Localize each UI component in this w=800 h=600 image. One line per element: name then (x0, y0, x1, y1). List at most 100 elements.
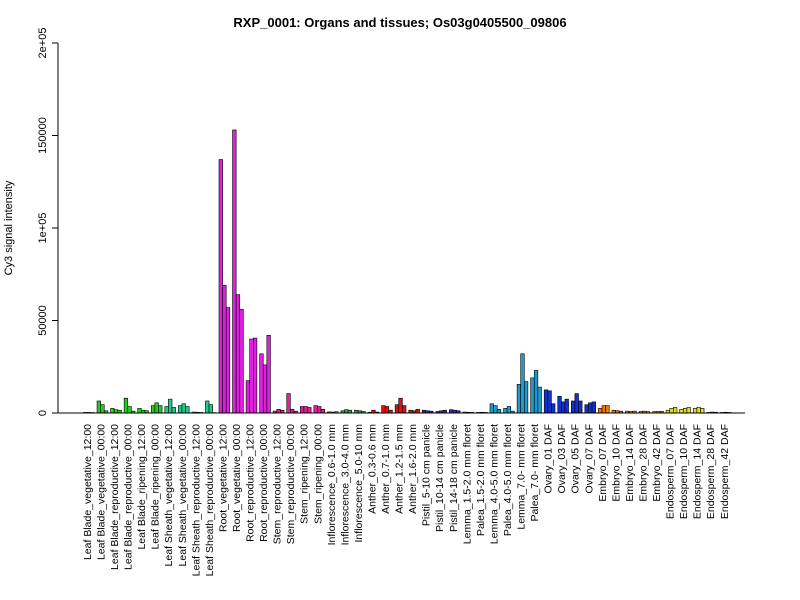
bar (682, 408, 688, 414)
category-labels: Leaf Blade_vegetative_12:00 Leaf Blade_ve… (82, 424, 731, 577)
x-tick-label: Endosperm_28 DAF (705, 424, 717, 519)
x-tick-label: Embryo_28 DAF (637, 424, 649, 502)
x-tick-label: Leaf Sheath_reproductive_00:00 (204, 424, 216, 577)
bar (493, 405, 498, 414)
bar (584, 404, 589, 414)
y-axis: 0 50000 1e+05 150000 2e+05 (37, 28, 59, 416)
x-tick-label: Inflorescence_0.6-1.0 mm (326, 424, 338, 546)
x-tick-label: Stem_ripening_12:00 (299, 424, 311, 524)
bar (547, 390, 552, 414)
bar (686, 407, 691, 414)
x-tick-label: Anther_1.2-1.5 mm (394, 424, 406, 514)
x-tick-label: Embryo_42 DAF (651, 424, 663, 502)
bar (679, 408, 684, 414)
bar (489, 403, 494, 414)
y-tick-label: 1e+05 (37, 213, 49, 244)
bar (307, 407, 312, 414)
bar (561, 401, 566, 414)
x-tick-label: Pistil_5-10 cm panicle (421, 424, 433, 526)
bar (700, 408, 705, 414)
bar (225, 307, 231, 414)
x-tick-label: Ovary_01 DAF (543, 424, 555, 493)
bar (523, 381, 529, 414)
x-tick-label: Leaf Blade_reproductive_12:00 (109, 424, 121, 570)
y-tick-label: 150000 (37, 117, 49, 154)
x-tick-label: Leaf Blade_ripening_12:00 (136, 424, 148, 550)
bar (154, 402, 159, 414)
x-tick-label: Endosperm_10 DAF (678, 424, 690, 519)
x-tick-label: Lemma_7.0- mm floret (516, 424, 528, 530)
y-tick-label: 50000 (37, 305, 49, 336)
bar (168, 398, 173, 414)
bar (299, 406, 305, 414)
chart-title: RXP_0001: Organs and tissues; Os03g04055… (233, 15, 566, 30)
bar (605, 405, 610, 414)
bar (673, 407, 678, 414)
x-tick-label: Endosperm_14 DAF (692, 424, 704, 519)
x-tick-label: Lemma_1.5-2.0 mm floret (461, 424, 473, 544)
bar (181, 403, 186, 414)
x-tick-label: Anther_0.3-0.6 mm (366, 424, 378, 514)
bar (415, 408, 420, 414)
bar (384, 406, 390, 414)
x-tick-label: Anther_0.7-1.0 mm (380, 424, 392, 514)
bar (185, 406, 190, 414)
bar (516, 384, 521, 414)
bar (123, 397, 129, 414)
bar (696, 407, 701, 414)
y-tick-label: 0 (37, 410, 49, 416)
x-tick-label: Root_reproductive_12:00 (245, 424, 257, 542)
bar (570, 400, 576, 414)
bar (303, 406, 308, 414)
x-tick-label: Leaf Blade_reproductive_00:00 (123, 424, 135, 570)
x-tick-label: Ovary_07 DAF (583, 424, 595, 493)
bars-layer (83, 129, 732, 414)
bar (266, 334, 271, 414)
bar (398, 397, 403, 414)
bar (530, 377, 535, 414)
bar (171, 407, 176, 414)
x-tick-label: Embryo_07 DAF (597, 424, 609, 502)
x-tick-label: Stem_reproductive_12:00 (272, 424, 284, 544)
bar (208, 404, 213, 414)
x-tick-label: Leaf Sheath_vegetative_00:00 (177, 424, 189, 567)
x-tick-label: Root_vegetative_12:00 (217, 424, 229, 532)
bar (262, 364, 268, 414)
x-tick-label: Leaf Sheath_vegetative_12:00 (163, 424, 175, 567)
bar (96, 400, 101, 414)
x-tick-label: Embryo_14 DAF (624, 424, 636, 502)
x-tick-label: Stem_ripening_00:00 (312, 424, 324, 524)
bar (259, 353, 264, 414)
bar (533, 370, 539, 414)
x-tick-label: Inflorescence_5.0-10 mm (353, 424, 365, 543)
bar (218, 159, 223, 414)
x-tick-label: Endosperm_07 DAF (665, 424, 677, 519)
x-tick-label: Lemma_4.0-5.0 mm floret (488, 424, 500, 544)
bar (235, 294, 241, 414)
bar (110, 408, 115, 414)
bar (276, 408, 281, 414)
x-tick-label: Endosperm_42 DAF (719, 424, 731, 519)
x-tick-label: Leaf Blade_vegetative_00:00 (95, 424, 107, 560)
x-tick-label: Root_vegetative_00:00 (231, 424, 243, 532)
x-tick-label: Anther_1.6-2.0 mm (407, 424, 419, 514)
bar (249, 338, 254, 414)
bar (574, 393, 579, 414)
bar (286, 393, 291, 414)
x-tick-label: Stem_reproductive_00:00 (285, 424, 297, 544)
bar (591, 401, 596, 414)
bar (551, 403, 556, 414)
bar (100, 404, 105, 414)
bar (178, 405, 183, 414)
bar (598, 408, 603, 414)
x-tick-label: Leaf Blade_vegetative_12:00 (82, 424, 94, 560)
bar (543, 389, 549, 414)
bar (506, 406, 512, 414)
x-tick-label: Leaf Sheath_reproductive_12:00 (190, 424, 202, 577)
bar (564, 398, 569, 414)
bar (557, 396, 562, 414)
bar (127, 406, 132, 414)
bar (588, 402, 593, 414)
bar (164, 406, 169, 414)
x-tick-label: Palea_1.5-2.0 mm floret (475, 424, 487, 536)
